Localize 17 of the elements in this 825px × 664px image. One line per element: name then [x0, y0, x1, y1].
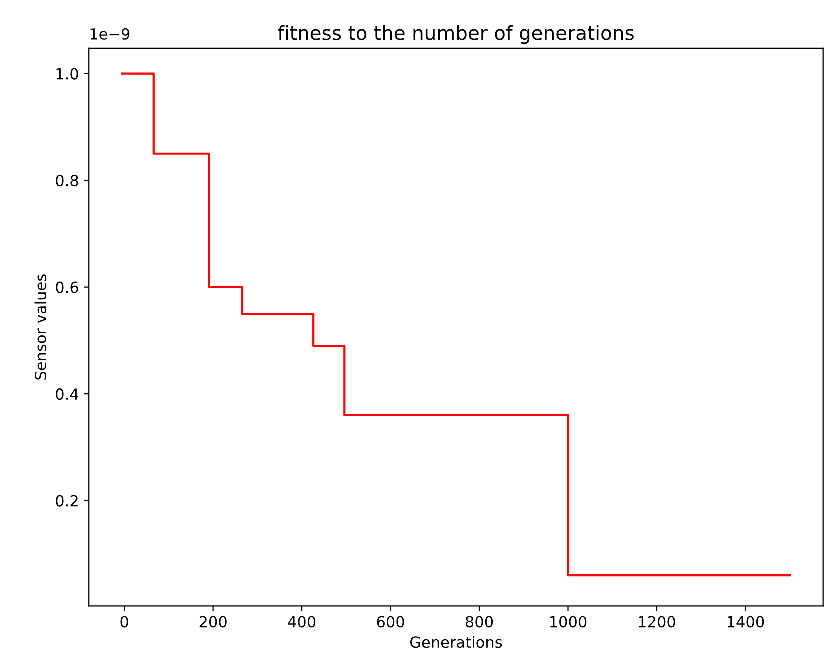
y-tick-label: 0.4	[56, 388, 79, 400]
x-tick-label: 1200	[639, 616, 676, 628]
y-axis-title: Sensor values	[34, 274, 47, 380]
x-tick-label: 200	[200, 616, 227, 628]
y-tick-label: 1.0	[56, 68, 78, 80]
y-tick-label: 0.8	[56, 175, 78, 187]
y-tick-label: 0.6	[56, 282, 78, 294]
y-tick-label: 0.2	[56, 495, 78, 507]
x-tick-label: 1000	[550, 616, 587, 628]
x-tick-label: 600	[377, 616, 404, 628]
text: 1e−9	[90, 28, 130, 40]
x-tick-label: 0	[120, 616, 128, 628]
x-axis-title: Generations	[410, 636, 502, 648]
x-tick-label: 400	[288, 616, 316, 628]
x-tick-label: 1400	[728, 616, 764, 628]
x-tick-label: 800	[466, 616, 494, 628]
chart-title: fitness to the number of generations	[278, 25, 634, 44]
